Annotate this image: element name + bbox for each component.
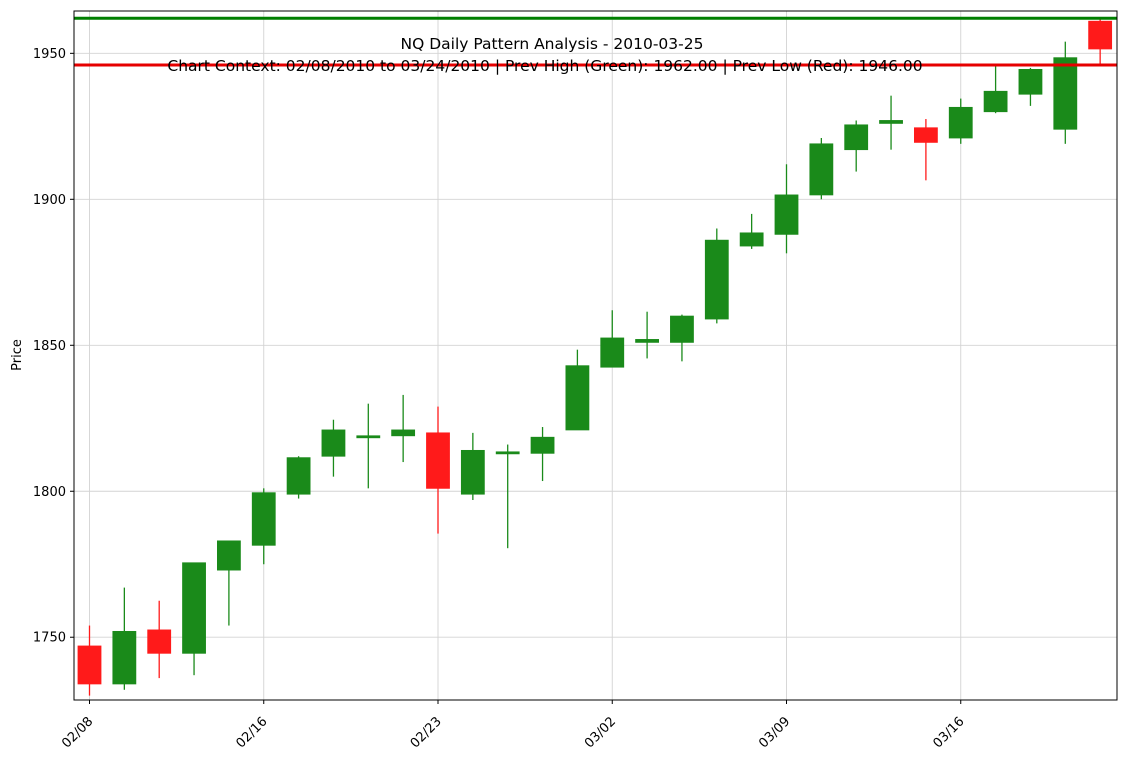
candle-body: [182, 562, 206, 654]
candle-body: [879, 120, 903, 124]
candle: [147, 600, 172, 679]
candle-body: [77, 645, 102, 685]
x-tick-label: 02/08: [59, 714, 96, 751]
candle: [635, 311, 659, 359]
candle: [844, 120, 869, 172]
chart-title: NQ Daily Pattern Analysis - 2010-03-25: [401, 35, 704, 53]
candle: [879, 95, 903, 150]
candle: [914, 119, 938, 181]
candle: [739, 213, 764, 249]
candle-body: [844, 124, 869, 151]
candle: [356, 403, 381, 489]
x-tick-label: 02/16: [233, 714, 270, 751]
candle-body: [112, 630, 137, 685]
candle: [251, 488, 276, 565]
candle-body: [600, 337, 625, 368]
candle-body: [321, 429, 346, 457]
candle-body: [1053, 57, 1078, 130]
y-tick-label: 1750: [33, 631, 66, 646]
x-tick-label: 03/09: [756, 714, 793, 751]
candle: [774, 164, 799, 254]
y-tick-label: 1950: [33, 47, 66, 62]
candle: [1088, 18, 1113, 66]
candle-body: [565, 365, 590, 431]
candle-body: [983, 90, 1008, 113]
candle: [983, 65, 1008, 114]
candle-body: [635, 339, 659, 343]
candle: [216, 540, 241, 626]
candle-body: [391, 429, 416, 437]
candle-body: [216, 540, 241, 571]
candle-body: [495, 451, 520, 455]
candle: [321, 419, 346, 477]
candle: [286, 456, 311, 499]
candle: [704, 228, 729, 324]
x-tick-label: 03/16: [930, 714, 967, 751]
candle: [809, 137, 834, 200]
candle-body: [914, 127, 938, 143]
x-tick-label: 03/02: [582, 714, 619, 751]
candle: [391, 394, 416, 463]
candle-body: [739, 232, 764, 247]
reference-lines: [74, 16, 1117, 67]
candle-body: [251, 492, 276, 546]
y-tick-label: 1900: [33, 193, 66, 208]
y-tick-label: 1800: [33, 485, 66, 500]
candle: [948, 98, 973, 144]
candle: [1053, 41, 1078, 144]
candle: [565, 349, 590, 431]
candle: [1018, 67, 1043, 106]
candle-body: [670, 315, 694, 343]
chart-subtitle: Chart Context: 02/08/2010 to 03/24/2010 …: [167, 57, 922, 75]
candle-body: [147, 629, 172, 654]
candle-body: [286, 457, 311, 495]
candle: [530, 427, 555, 482]
x-tick-label: 02/23: [408, 714, 445, 751]
plot-frame: [73, 10, 1118, 701]
candle-body: [356, 435, 381, 439]
y-axis-label: Price: [10, 339, 25, 371]
candle-body: [809, 143, 834, 196]
candle: [460, 432, 485, 501]
candle-body: [774, 194, 799, 235]
candles: [77, 18, 1113, 696]
candle: [112, 587, 137, 690]
candle: [670, 314, 694, 362]
candle-body: [530, 436, 555, 454]
candle: [495, 444, 520, 549]
y-tick-label: 1850: [33, 339, 66, 354]
candle-body: [460, 449, 485, 495]
candle-body: [1088, 20, 1113, 50]
candle-body: [426, 432, 450, 489]
candle-body: [704, 239, 729, 320]
candle-body: [1018, 68, 1043, 95]
candle: [182, 562, 206, 676]
candle: [77, 625, 102, 696]
candle: [426, 406, 450, 534]
candle-body: [948, 106, 973, 139]
candle: [600, 310, 625, 368]
